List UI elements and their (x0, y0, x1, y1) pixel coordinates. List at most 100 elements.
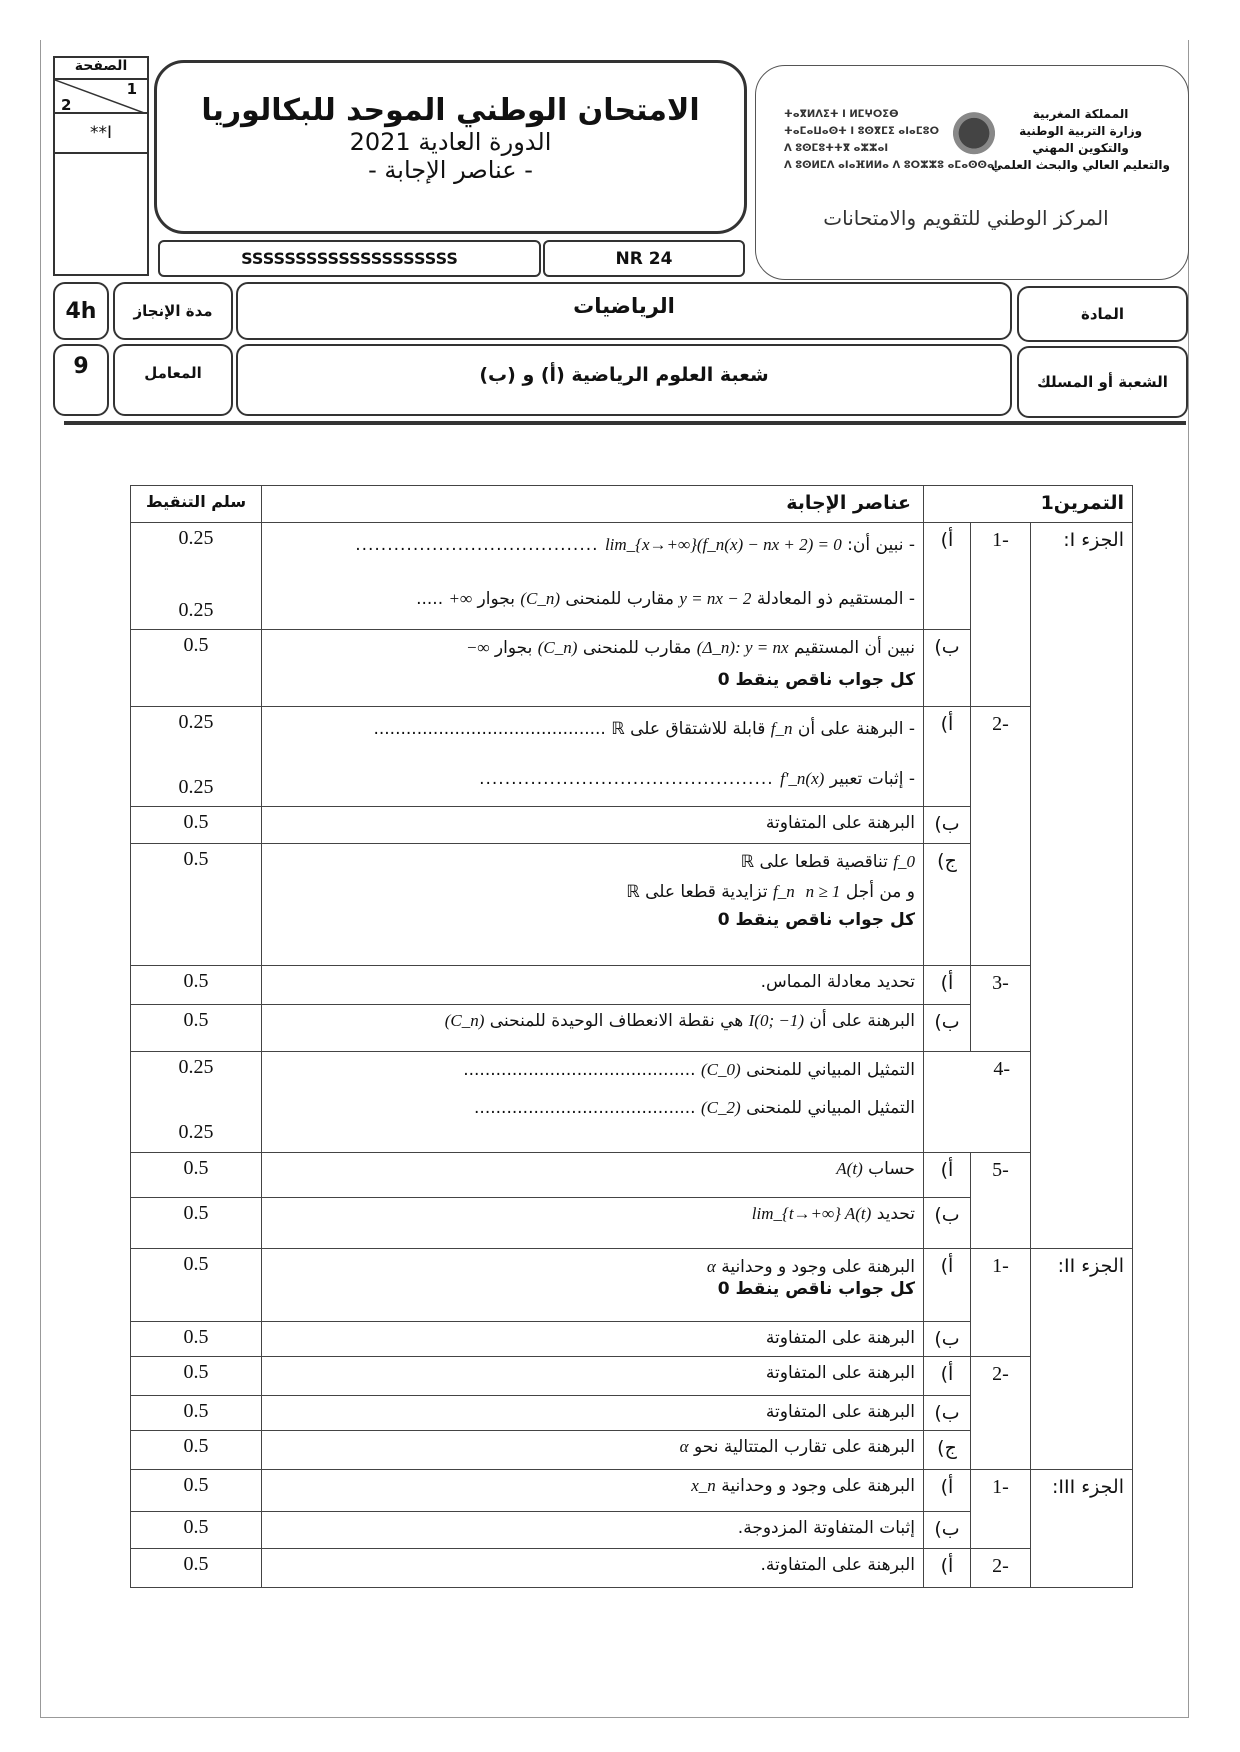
score-cell: 0.5 (130, 1004, 262, 1052)
question-letter: أ) (923, 1152, 971, 1198)
score-cell: 0.5 (130, 1511, 262, 1549)
ministry-box: ⵜⴰⴳⵍⴷⵉⵜ ⵏ ⵍⵎⵖⵔⵉⴱ ⵜⴰⵎⴰⵡⴰⵙⵜ ⵏ ⵓⵙⴳⵎⵉ ⴰⵏⴰⵎⵓⵔ ⴷ… (755, 65, 1189, 280)
question-number: -5 (970, 1152, 1031, 1249)
duration-label: مدة الإنجاز (113, 282, 233, 340)
answer-cell: البرهنة على وجود و وحدانية x_n (261, 1469, 924, 1512)
question-number: -2 (970, 1356, 1031, 1470)
question-letter: ب) (923, 629, 971, 707)
exam-subtitle: - عناصر الإجابة - (368, 156, 533, 184)
question-number: -2 (970, 706, 1031, 966)
ministry-arabic: المملكة المغربية وزارة التربية الوطنية وال… (991, 107, 1170, 172)
part-3-label: الجزء III: (1030, 1469, 1133, 1588)
answer-table: التمرين1 عناصر الإجابة سلم التنقيط الجزء… (130, 485, 1133, 1588)
question-letter: ب) (923, 1321, 971, 1357)
subject-label: المادة (1017, 286, 1188, 342)
question-number: -1 (970, 1248, 1031, 1357)
coef-label: المعامل (113, 344, 233, 416)
answer-cell: البرهنة على المتفاوتة (261, 1321, 924, 1357)
score-cell: 0.5 (130, 1469, 262, 1512)
table-row: -4 التمثيل المبياني للمنحنى (C_0) ......… (130, 1051, 1133, 1153)
question-letter: ب) (923, 1197, 971, 1249)
score-cell: 0.5 (130, 1197, 262, 1249)
score-cell: 0.5 (130, 843, 262, 966)
duration-value: 4h (53, 282, 109, 340)
exam-session: الدورة العادية 2021 (349, 128, 552, 156)
part-1-label: الجزء I: (1030, 522, 1133, 1249)
table-row: ب) نبين أن المستقيم (Δ_n): y = nx مقارب … (130, 629, 1133, 707)
score-cell: 0.5 (130, 1321, 262, 1357)
header-score: سلم التنقيط (130, 485, 262, 523)
answer-cell: البرهنة على وجود و وحدانية α كل جواب ناقص… (261, 1248, 924, 1322)
header-exercise: التمرين1 (923, 485, 1133, 523)
score-cell: 0.5 (130, 1395, 262, 1431)
branch-value: شعبة العلوم الرياضية (أ) و (ب) (236, 344, 1012, 416)
answer-cell: البرهنة على أن I(0; −1) هي نقطة الانعطاف… (261, 1004, 924, 1052)
coef-value: 9 (53, 344, 109, 416)
page-total: 2 (61, 96, 72, 114)
table-row: -2 أ) - البرهنة على أن f_n قابلة للاشتقا… (130, 706, 1133, 966)
question-letter: أ) (923, 1469, 971, 1512)
question-letter: أ) (923, 1356, 971, 1396)
exam-title: الامتحان الوطني الموحد للبكالوريا (201, 93, 700, 128)
ministry-tifinagh: ⵜⴰⴳⵍⴷⵉⵜ ⵏ ⵍⵎⵖⵔⵉⴱ ⵜⴰⵎⴰⵡⴰⵙⵜ ⵏ ⵓⵙⴳⵎⵉ ⴰⵏⴰⵎⵓⵔ ⴷ… (784, 109, 998, 171)
question-letter: أ) (923, 1548, 971, 1588)
page-current: 1 (126, 80, 137, 98)
question-number: -4 (923, 1051, 1031, 1153)
answer-cell: البرهنة على المتفاوتة. (261, 1548, 924, 1588)
table-row: الجزء I: -1 أ) - نبين أن: lim_{x→+∞}(f_n… (130, 522, 1133, 1249)
table-row: ج) البرهنة على تقارب المتتالية نحو α 0.5 (130, 1430, 1133, 1470)
answer-cell: نبين أن المستقيم (Δ_n): y = nx مقارب للم… (261, 629, 924, 707)
center-name: المركز الوطني للتقويم والامتحانات (823, 206, 1109, 230)
score-cell: 0.5 (130, 1548, 262, 1588)
question-number: -3 (970, 965, 1031, 1052)
question-letter: ج) (923, 843, 971, 966)
answer-cell: - نبين أن: lim_{x→+∞}(f_n(x) − nx + 2) =… (261, 522, 924, 630)
answer-cell: تحديد lim_{t→+∞} A(t) (261, 1197, 924, 1249)
table-row: -5 أ) حساب A(t) 0.5 (130, 1152, 1133, 1249)
score-cell: 0.5 (130, 1430, 262, 1470)
code-nr: NR 24 (543, 240, 745, 277)
header-divider (64, 421, 1186, 425)
question-letter: ب) (923, 806, 971, 844)
score-cell: 0.25 0.25 (130, 706, 262, 807)
answer-cell: البرهنة على المتفاوتة (261, 1356, 924, 1396)
score-cell: 0.5 (130, 1152, 262, 1198)
table-row: ب) البرهنة على المتفاوتة 0.5 (130, 806, 1133, 844)
answer-cell: - البرهنة على أن f_n قابلة للاشتقاق على … (261, 706, 924, 807)
table-row: -2 أ) البرهنة على المتفاوتة. 0.5 (130, 1548, 1133, 1588)
page-frame (40, 40, 1189, 1718)
table-row: ب) إثبات المتفاوتة المزدوجة. 0.5 (130, 1511, 1133, 1549)
table-row: ب) البرهنة على المتفاوتة 0.5 (130, 1321, 1133, 1357)
answer-cell: التمثيل المبياني للمنحنى (C_0) .........… (261, 1051, 924, 1153)
question-number: -1 (970, 522, 1031, 707)
code-s: SSSSSSSSSSSSSSSSSSSS (158, 240, 541, 277)
header-elements: عناصر الإجابة (261, 485, 924, 523)
table-row: ج) f_0 تناقصية قطعا على ℝ و من أجل n ≥ 1… (130, 843, 1133, 966)
score-cell: 0.25 0.25 (130, 1051, 262, 1153)
table-row: ب) تحديد lim_{t→+∞} A(t) 0.5 (130, 1197, 1133, 1249)
table-row: الجزء II: -1 أ) البرهنة على وجود و وحدان… (130, 1248, 1133, 1470)
answer-cell: البرهنة على المتفاوتة (261, 806, 924, 844)
question-letter: أ) (923, 706, 971, 807)
question-letter: أ) (923, 1248, 971, 1322)
table-header-row: التمرين1 عناصر الإجابة سلم التنقيط (130, 485, 1133, 523)
score-cell: 0.5 (130, 965, 262, 1005)
table-row: الجزء III: -1 أ) البرهنة على وجود و وحدا… (130, 1469, 1133, 1588)
score-cell: 0.25 0.25 (130, 522, 262, 630)
question-letter: ب) (923, 1004, 971, 1052)
question-letter: ب) (923, 1395, 971, 1431)
question-number: -1 (970, 1469, 1031, 1549)
title-box: الامتحان الوطني الموحد للبكالوريا الدورة… (154, 60, 747, 234)
answer-cell: البرهنة على المتفاوتة (261, 1395, 924, 1431)
table-row: -3 أ) تحديد معادلة المماس. 0.5 (130, 965, 1133, 1052)
page-fraction: 1 2 (55, 80, 147, 114)
answer-cell: f_0 تناقصية قطعا على ℝ و من أجل n ≥ 1 f_… (261, 843, 924, 966)
part-2-label: الجزء II: (1030, 1248, 1133, 1470)
table-row: ب) البرهنة على أن I(0; −1) هي نقطة الانع… (130, 1004, 1133, 1052)
question-letter: ب) (923, 1511, 971, 1549)
question-number: -2 (970, 1548, 1031, 1588)
answer-cell: تحديد معادلة المماس. (261, 965, 924, 1005)
page-code: **I (55, 114, 147, 154)
score-cell: 0.5 (130, 806, 262, 844)
score-cell: 0.5 (130, 629, 262, 707)
